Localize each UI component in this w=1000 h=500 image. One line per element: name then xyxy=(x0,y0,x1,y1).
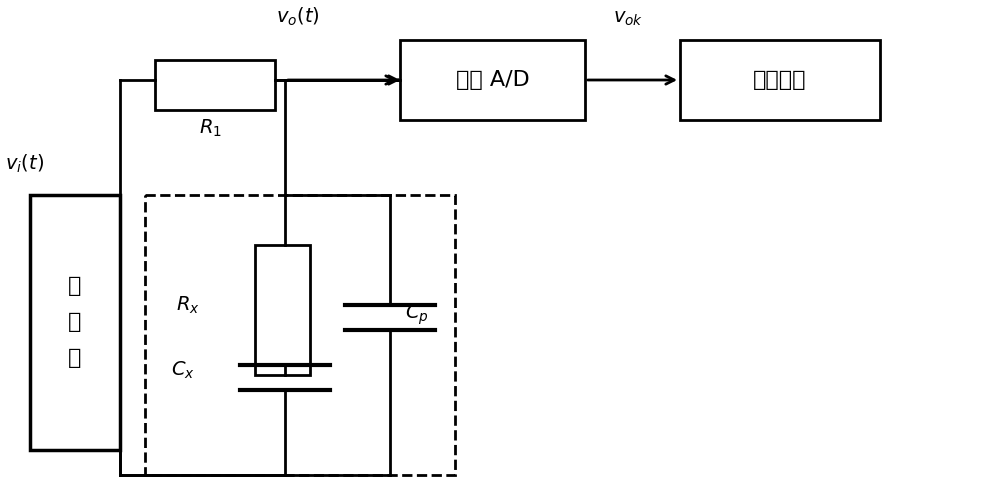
Text: $C_p$: $C_p$ xyxy=(405,302,429,327)
Text: $C_x$: $C_x$ xyxy=(171,360,195,380)
Text: $v_i(t)$: $v_i(t)$ xyxy=(5,152,44,175)
Bar xyxy=(400,40,585,120)
Text: $v_{ok}$: $v_{ok}$ xyxy=(613,9,643,28)
Text: $R_x$: $R_x$ xyxy=(176,294,200,316)
Bar xyxy=(255,245,310,375)
Text: $R_1$: $R_1$ xyxy=(199,118,221,140)
Bar xyxy=(30,195,120,450)
Text: 激
励
源: 激 励 源 xyxy=(68,276,82,368)
Bar xyxy=(155,60,275,110)
Bar xyxy=(680,40,880,120)
Text: 高速 A/D: 高速 A/D xyxy=(456,70,529,90)
Text: $v_o(t)$: $v_o(t)$ xyxy=(276,6,320,28)
Text: 微处理器: 微处理器 xyxy=(753,70,807,90)
Bar xyxy=(145,195,455,475)
